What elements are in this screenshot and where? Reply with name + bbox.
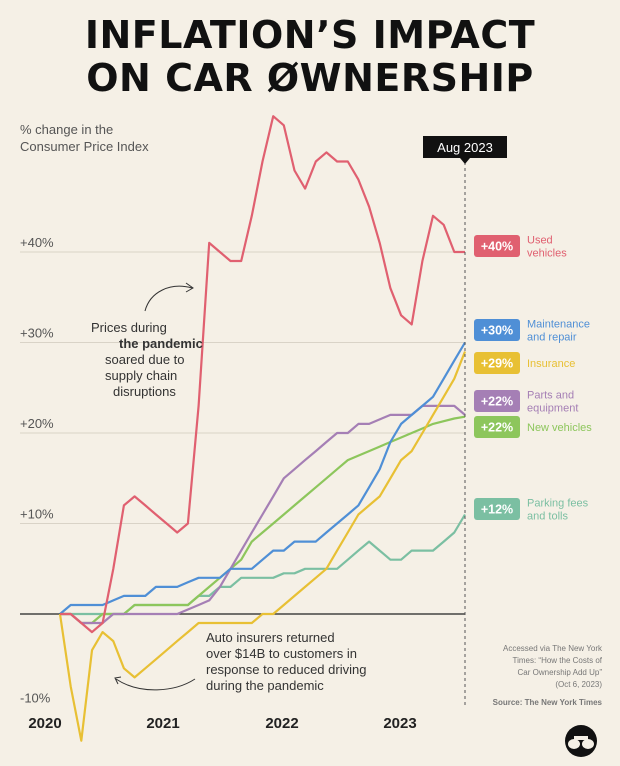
series-name-used: Used [527, 235, 553, 247]
pandemic-arrow [144, 285, 193, 312]
series-name-park: and tolls [527, 511, 568, 523]
pill-value-parts: +22% [481, 395, 513, 409]
insurers-annotation: Auto insurers returned over $14B to cust… [114, 630, 366, 693]
annotation-insurers-line-3: response to reduced driving [206, 662, 366, 677]
pandemic-annotation: Prices during the pandemic soared due to… [91, 282, 203, 399]
marker-label: Aug 2023 [437, 140, 493, 155]
x-tick-label: 2023 [383, 715, 416, 732]
pill-insur [474, 352, 520, 374]
pill-value-newv: +22% [481, 421, 513, 435]
marker-pointer [460, 158, 470, 164]
x-tick-labels: 2020 2021 2022 2023 [28, 715, 416, 732]
pill-used [474, 235, 520, 257]
series-line-newv [60, 415, 466, 625]
source-note-line-3: Car Ownership Add Up” [518, 668, 603, 677]
series-name-newv: New vehicles [527, 422, 592, 434]
series-name-parts: Parts and [527, 390, 574, 402]
pill-newv [474, 416, 520, 438]
insurers-arrow [115, 678, 196, 691]
x-tick-label: 2022 [265, 715, 298, 732]
insurers-arrow-head [114, 676, 122, 685]
y-tick-label: +10% [20, 507, 54, 522]
source-note-line-1: Accessed via The New York [503, 644, 603, 653]
title-line-2: ON CAR ØWNERSHIP [86, 56, 534, 100]
x-tick-label: 2020 [28, 715, 61, 732]
y-tick-labels: -10% +10% +20% +30% +40% [20, 235, 54, 706]
series-name-park: Parking fees [527, 498, 589, 510]
y-tick-label: +30% [20, 326, 54, 341]
pill-value-insur: +29% [481, 357, 513, 371]
annotation-insurers-line-2: over $14B to customers in [206, 646, 357, 661]
series-line-used [60, 115, 465, 634]
y-tick-label: +40% [20, 235, 54, 250]
series-lines [58, 115, 467, 742]
brand-logo [565, 725, 597, 757]
pill-maint [474, 319, 520, 341]
source-note-line-2: Times: “How the Costs of [512, 656, 602, 665]
series-line-insur [58, 351, 467, 742]
source-note-line-4: (Oct 6, 2023) [555, 680, 602, 689]
pill-value-maint: +30% [481, 324, 513, 338]
series-line-maint [59, 341, 466, 615]
annotation-insurers-line-4: during the pandemic [206, 678, 324, 693]
pill-park [474, 498, 520, 520]
chart-title: INFLATION’S IMPACT ON CAR ØWNERSHIP [0, 14, 620, 100]
y-tick-label: -10% [20, 691, 51, 706]
title-line-1: INFLATION’S IMPACT [84, 13, 536, 57]
source-credit: Source: The New York Times [493, 698, 603, 707]
series-name-maint: and repair [527, 332, 577, 344]
pill-value-used: +40% [481, 240, 513, 254]
y-axis-title-line-2: Consumer Price Index [20, 139, 149, 154]
annotation-pandemic-line-1: Prices during [91, 320, 167, 335]
series-name-maint: Maintenance [527, 319, 590, 331]
source-note: Accessed via The New York Times: “How th… [493, 644, 603, 707]
series-line-parts [60, 404, 466, 625]
annotation-pandemic-line-4: supply chain [105, 368, 177, 383]
annotation-insurers-line-1: Auto insurers returned [206, 630, 335, 645]
x-tick-label: 2021 [146, 715, 179, 732]
series-name-used: vehicles [527, 248, 567, 260]
annotation-pandemic-line-3: soared due to [105, 352, 185, 367]
pill-parts [474, 390, 520, 412]
series-name-insur: Insurance [527, 358, 575, 370]
y-tick-label: +20% [20, 416, 54, 431]
y-axis-title-line-1: % change in the [20, 122, 113, 137]
pandemic-arrow-head [185, 282, 194, 293]
annotation-pandemic-line-5: disruptions [113, 384, 176, 399]
aug-2023-marker: Aug 2023 [423, 136, 507, 708]
annotation-pandemic-line-2: the pandemic [119, 336, 203, 351]
marker-label-box [423, 136, 507, 158]
pill-value-park: +12% [481, 503, 513, 517]
series-name-parts: equipment [527, 403, 578, 415]
